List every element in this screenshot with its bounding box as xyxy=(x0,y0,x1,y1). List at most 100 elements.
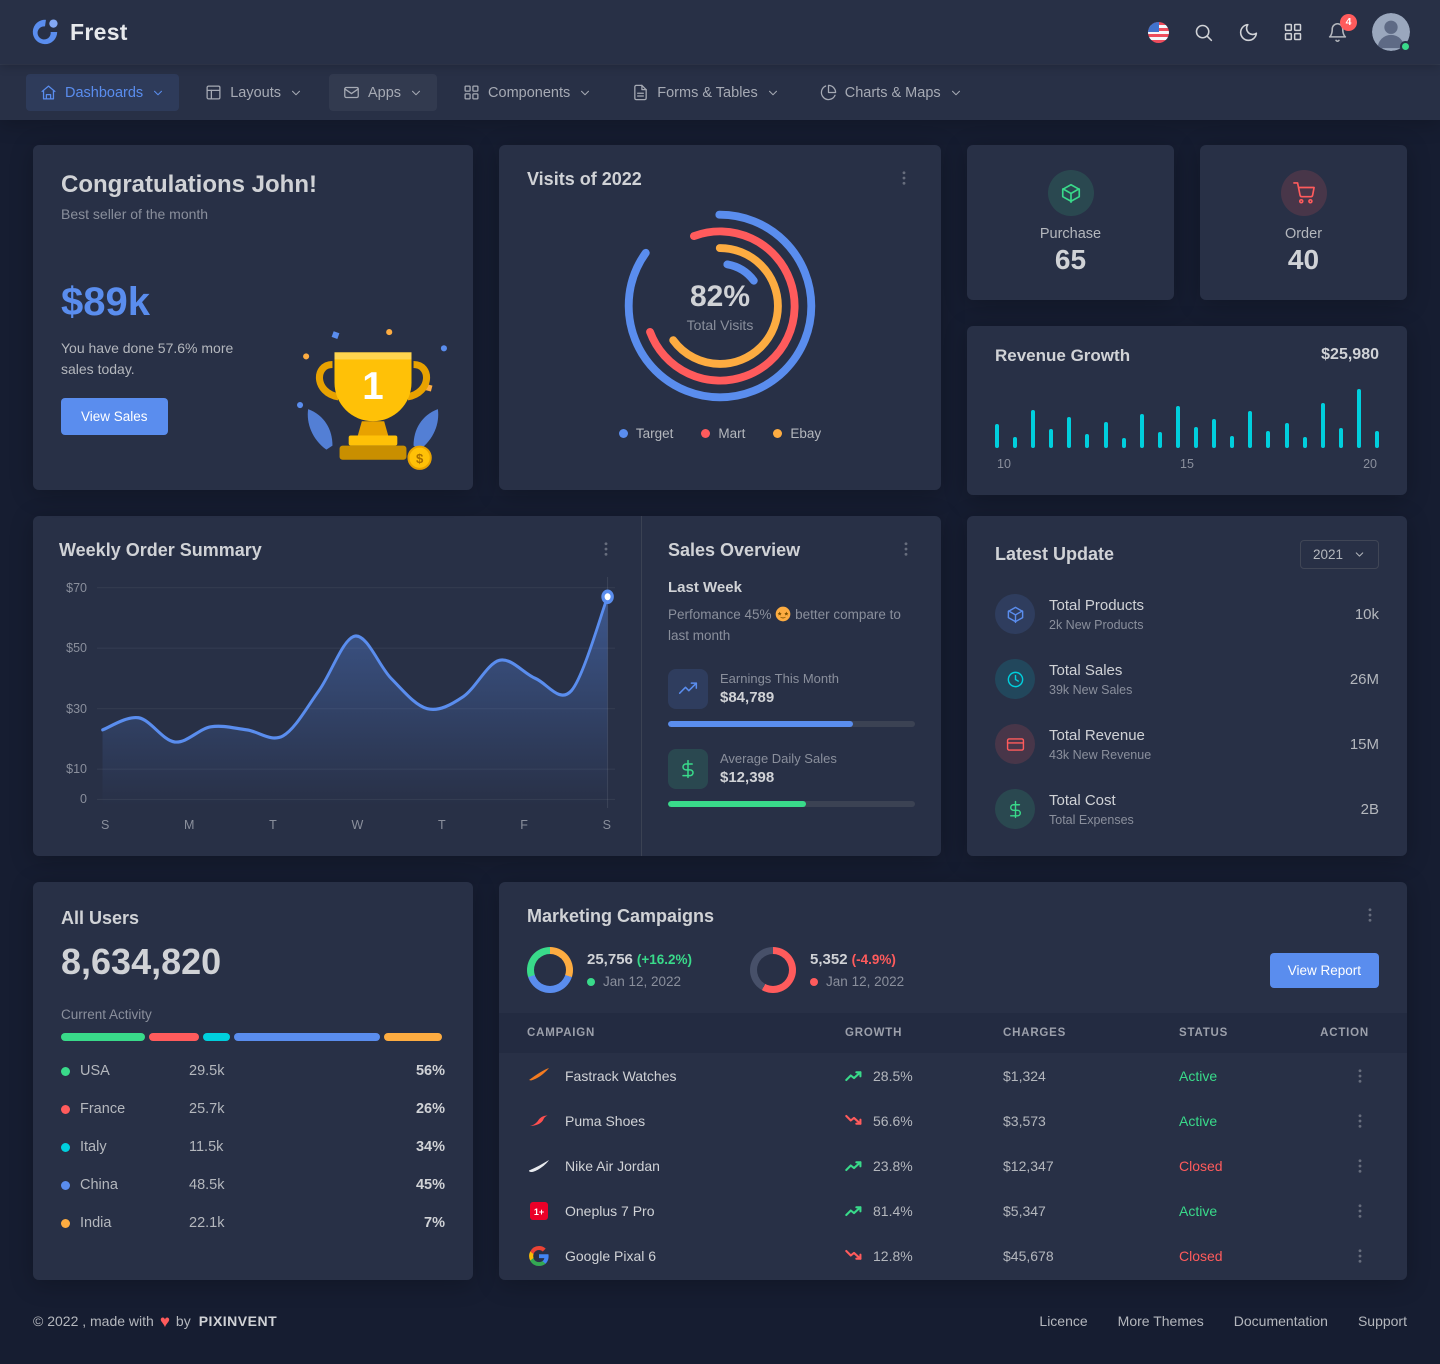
activity-segment-bar xyxy=(61,1033,445,1041)
year-select[interactable]: 2021 xyxy=(1299,540,1379,569)
menu-item-layouts[interactable]: Layouts xyxy=(191,74,317,111)
list-item: Total Products 2k New Products 10k xyxy=(995,594,1379,634)
legend-item-ebay[interactable]: Ebay xyxy=(773,426,821,441)
kebab-menu-icon[interactable] xyxy=(897,540,915,558)
daily-sales-progress-bar xyxy=(668,800,915,807)
top-navbar: Frest 4 xyxy=(0,0,1440,64)
clock-icon xyxy=(995,659,1035,699)
earnings-metric: Earnings This Month $84,789 xyxy=(668,668,915,709)
row-action-kebab-icon[interactable] xyxy=(1351,1247,1369,1265)
menu-item-forms-tables[interactable]: Forms & Tables xyxy=(618,74,793,111)
row-action-kebab-icon[interactable] xyxy=(1351,1067,1369,1085)
google-logo-icon xyxy=(529,1245,549,1266)
package-box-icon xyxy=(1047,169,1094,216)
congratulations-card: Congratulations John! Best seller of the… xyxy=(33,145,473,490)
kebab-menu-icon[interactable] xyxy=(1361,906,1379,924)
moon-icon[interactable] xyxy=(1238,22,1259,43)
latest-update-title: Latest Update xyxy=(995,544,1115,564)
stats-column: Purchase 65 Order 40 Revenue Growth $25,… xyxy=(967,145,1407,495)
list-item: Total Cost Total Expenses 2B xyxy=(995,789,1379,829)
support-link[interactable]: Support xyxy=(1357,1313,1407,1329)
documentation-link[interactable]: Documentation xyxy=(1233,1313,1328,1329)
status-badge: Closed xyxy=(1179,1247,1223,1264)
marketing-campaigns-card: Marketing Campaigns 25,756 (+16.2%) Jan 1… xyxy=(499,882,1407,1280)
navbar-actions: 4 xyxy=(1148,13,1411,52)
svg-text:$: $ xyxy=(416,451,424,466)
list-item: Total Sales 39k New Sales 26M xyxy=(995,659,1379,699)
revenue-x-labels: 10 15 20 xyxy=(997,457,1377,471)
status-badge: Closed xyxy=(1179,1157,1223,1174)
weekly-order-sales-card: Weekly Order Summary $70 $50 $30 $10 0 xyxy=(33,516,941,856)
purchase-label: Purchase xyxy=(1039,225,1102,242)
revenue-growth-card: Revenue Growth $25,980 10 15 20 xyxy=(967,326,1407,495)
menu-item-dashboards[interactable]: Dashboards xyxy=(26,74,180,111)
country-bullet xyxy=(61,1142,70,1152)
bell-icon[interactable]: 4 xyxy=(1327,13,1357,43)
notification-badge: 4 xyxy=(1340,13,1357,31)
congrats-description: You have done 57.6% more sales today. xyxy=(61,340,234,377)
grid-icon[interactable] xyxy=(1283,22,1303,42)
table-header: CAMPAIGN GROWTH CHARGES STATUS ACTION xyxy=(499,1013,1407,1053)
stat-change: (+16.2%) xyxy=(636,952,693,967)
latest-update-card: Latest Update 2021 Total Products 2k New … xyxy=(967,516,1407,856)
date-dot xyxy=(587,977,595,986)
row-action-kebab-icon[interactable] xyxy=(1351,1112,1369,1130)
us-flag-icon[interactable] xyxy=(1148,21,1169,43)
legend-item-target[interactable]: Target xyxy=(618,426,673,441)
menu-item-charts-maps[interactable]: Charts & Maps xyxy=(806,74,977,111)
menu-item-apps[interactable]: Apps xyxy=(328,74,438,111)
legend-item-mart[interactable]: Mart xyxy=(701,426,745,441)
marketing-title: Marketing Campaigns xyxy=(527,906,715,926)
menu-item-components[interactable]: Components xyxy=(449,74,606,111)
kebab-menu-icon[interactable] xyxy=(895,169,913,187)
mail-icon xyxy=(344,86,359,99)
row-action-kebab-icon[interactable] xyxy=(1351,1157,1369,1175)
layout-icon xyxy=(206,85,221,100)
revenue-growth-title: Revenue Growth xyxy=(995,346,1131,365)
search-icon[interactable] xyxy=(1193,22,1214,43)
table-row: France 25.7k 26% xyxy=(61,1101,445,1117)
earnings-progress-bar xyxy=(668,720,915,727)
online-status-dot xyxy=(1400,41,1411,52)
table-row: USA 29.5k 56% xyxy=(61,1063,445,1079)
chevron-down-icon xyxy=(951,90,960,95)
kebab-menu-icon[interactable] xyxy=(597,540,615,558)
chevron-down-icon xyxy=(1355,552,1364,557)
pie-chart-icon xyxy=(820,84,836,101)
country-bullet xyxy=(61,1104,70,1114)
avatar-image xyxy=(1372,13,1410,51)
licence-link[interactable]: Licence xyxy=(1039,1313,1088,1329)
footer: © 2022 , made with ♥ by PIXINVENT Licenc… xyxy=(33,1311,1407,1331)
credit-card-icon xyxy=(995,724,1035,764)
table-row: India 22.1k 7% xyxy=(61,1215,445,1231)
legend-dot xyxy=(701,429,711,438)
avatar[interactable] xyxy=(1372,13,1411,52)
brand[interactable]: Frest xyxy=(30,17,128,47)
home-icon xyxy=(41,85,56,100)
trophy-illustration: 1 $ xyxy=(297,329,447,470)
chevron-down-icon xyxy=(154,90,163,95)
weekly-order-summary: Weekly Order Summary $70 $50 $30 $10 0 xyxy=(33,516,641,856)
current-activity-label: Current Activity xyxy=(61,1007,152,1022)
svg-text:1+: 1+ xyxy=(534,1207,544,1217)
campaign-donut-chart xyxy=(750,947,797,993)
brand-name: Frest xyxy=(70,18,128,45)
nike-logo-icon xyxy=(528,1159,549,1172)
view-sales-button[interactable]: View Sales xyxy=(61,398,168,435)
more-themes-link[interactable]: More Themes xyxy=(1117,1313,1204,1329)
cube-icon xyxy=(995,594,1035,634)
pixinvent-link[interactable]: PIXINVENT xyxy=(198,1313,278,1329)
status-badge: Active xyxy=(1179,1067,1218,1084)
daily-sales-label: Average Daily Sales xyxy=(720,751,837,767)
campaign-stat: 5,352 (-4.9%) Jan 12, 2022 xyxy=(750,947,904,993)
legend-dot xyxy=(773,429,783,438)
country-bullet xyxy=(61,1066,70,1076)
file-text-icon xyxy=(634,84,648,101)
main-menu: Dashboards Layouts Apps Components Forms… xyxy=(0,64,1440,120)
visits-card: Visits of 2022 82% Total Visits Target M… xyxy=(499,145,941,490)
view-report-button[interactable]: View Report xyxy=(1269,952,1379,988)
row-action-kebab-icon[interactable] xyxy=(1351,1202,1369,1220)
table-row: China 48.5k 45% xyxy=(61,1177,445,1193)
order-stat-card: Order 40 xyxy=(1200,145,1407,300)
order-label: Order xyxy=(1284,225,1323,242)
